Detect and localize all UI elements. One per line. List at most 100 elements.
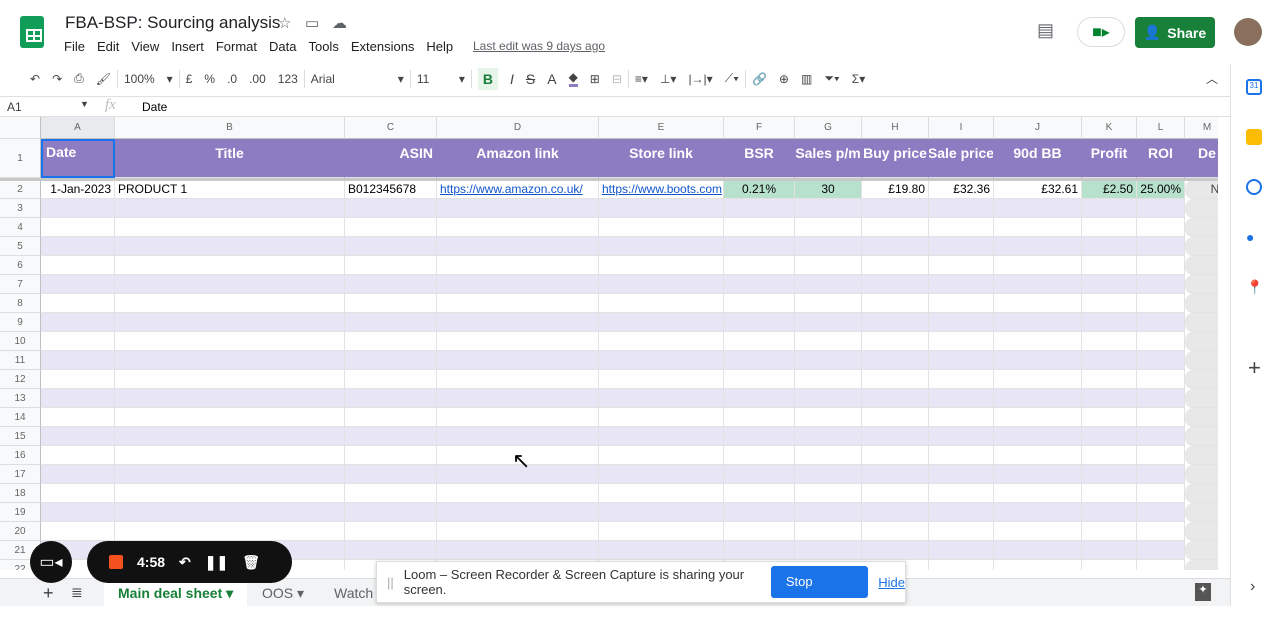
font-size-select[interactable]: 11 bbox=[416, 71, 430, 86]
cell[interactable] bbox=[1137, 389, 1185, 408]
header-cell-a[interactable]: Date bbox=[41, 139, 115, 178]
cell[interactable] bbox=[724, 237, 795, 256]
cell[interactable] bbox=[1082, 256, 1137, 275]
cell[interactable] bbox=[929, 389, 994, 408]
functions-icon[interactable]: Σ▾ bbox=[851, 71, 866, 86]
cell-g2[interactable]: 30 bbox=[795, 180, 862, 199]
cell[interactable] bbox=[345, 275, 437, 294]
strikethrough-button[interactable]: S bbox=[525, 70, 536, 87]
cell[interactable] bbox=[994, 408, 1082, 427]
cell-e2[interactable]: https://www.boots.com bbox=[599, 180, 724, 199]
row-header-11[interactable]: 11 bbox=[0, 351, 41, 370]
menu-view[interactable]: View bbox=[131, 39, 160, 54]
cell[interactable] bbox=[437, 446, 599, 465]
cell[interactable] bbox=[862, 313, 929, 332]
column-header-h[interactable]: H bbox=[862, 117, 929, 139]
collapse-toolbar-icon[interactable]: ︿ bbox=[1205, 72, 1218, 86]
cell[interactable] bbox=[724, 465, 795, 484]
print-icon[interactable]: ⎙ bbox=[74, 71, 84, 85]
cell[interactable] bbox=[1185, 275, 1218, 294]
hide-link[interactable]: Hide bbox=[878, 574, 905, 590]
cell[interactable] bbox=[994, 351, 1082, 370]
cell[interactable] bbox=[724, 218, 795, 237]
row-header-10[interactable]: 10 bbox=[0, 332, 41, 351]
row-header-16[interactable]: 16 bbox=[0, 446, 41, 465]
cell[interactable] bbox=[1137, 199, 1185, 218]
cell[interactable] bbox=[795, 332, 862, 351]
cell[interactable] bbox=[1185, 332, 1218, 351]
row-header-13[interactable]: 13 bbox=[0, 389, 41, 408]
row-header-5[interactable]: 5 bbox=[0, 237, 41, 256]
cell[interactable] bbox=[929, 199, 994, 218]
cell[interactable] bbox=[929, 560, 994, 570]
cell-l2[interactable]: 25.00% bbox=[1137, 180, 1185, 199]
cell[interactable] bbox=[115, 484, 345, 503]
header-cell-f[interactable]: BSR bbox=[724, 139, 795, 178]
cell[interactable] bbox=[994, 389, 1082, 408]
cell[interactable] bbox=[724, 541, 795, 560]
cell[interactable] bbox=[929, 313, 994, 332]
cell[interactable] bbox=[795, 389, 862, 408]
cell[interactable] bbox=[862, 237, 929, 256]
cell[interactable] bbox=[862, 389, 929, 408]
cell[interactable] bbox=[1185, 560, 1218, 570]
cell[interactable] bbox=[437, 522, 599, 541]
cell[interactable] bbox=[437, 465, 599, 484]
cell[interactable] bbox=[724, 351, 795, 370]
cell[interactable] bbox=[724, 294, 795, 313]
cell[interactable] bbox=[724, 484, 795, 503]
cell[interactable] bbox=[994, 313, 1082, 332]
name-box-dropdown-icon[interactable]: ▼ bbox=[80, 99, 89, 109]
cell[interactable] bbox=[345, 427, 437, 446]
cell[interactable] bbox=[437, 427, 599, 446]
cell[interactable] bbox=[345, 332, 437, 351]
column-header-g[interactable]: G bbox=[795, 117, 862, 139]
cell[interactable] bbox=[1082, 465, 1137, 484]
cell[interactable] bbox=[994, 446, 1082, 465]
italic-button[interactable]: I bbox=[509, 70, 514, 87]
cell[interactable] bbox=[1082, 218, 1137, 237]
cell[interactable] bbox=[994, 560, 1082, 570]
cell[interactable] bbox=[599, 351, 724, 370]
keep-icon[interactable] bbox=[1246, 129, 1262, 145]
header-cell-g[interactable]: Sales p/m bbox=[795, 139, 862, 178]
cell[interactable] bbox=[929, 522, 994, 541]
cell[interactable] bbox=[795, 199, 862, 218]
wrap-icon[interactable]: |→|▾ bbox=[688, 71, 713, 86]
cell[interactable] bbox=[41, 446, 115, 465]
cell-b2[interactable]: PRODUCT 1 bbox=[115, 180, 345, 199]
row-header-19[interactable]: 19 bbox=[0, 503, 41, 522]
menu-extensions[interactable]: Extensions bbox=[350, 39, 415, 54]
cell[interactable] bbox=[795, 427, 862, 446]
cell[interactable] bbox=[115, 294, 345, 313]
cell[interactable] bbox=[724, 199, 795, 218]
cell[interactable] bbox=[599, 446, 724, 465]
cell[interactable] bbox=[599, 541, 724, 560]
cell[interactable] bbox=[862, 503, 929, 522]
cell[interactable] bbox=[724, 408, 795, 427]
cell[interactable] bbox=[929, 256, 994, 275]
cell[interactable] bbox=[1185, 503, 1218, 522]
spreadsheet-grid[interactable]: A B C D E F G H I J K L M 1 Date Title ASIN Amazon link St… bbox=[0, 117, 1218, 570]
cell[interactable] bbox=[345, 465, 437, 484]
tab-main-deal-sheet[interactable]: Main deal sheet ▾ bbox=[104, 579, 248, 607]
cell[interactable] bbox=[994, 370, 1082, 389]
cell[interactable] bbox=[795, 294, 862, 313]
cell[interactable] bbox=[724, 446, 795, 465]
cell[interactable] bbox=[929, 275, 994, 294]
cell[interactable] bbox=[41, 256, 115, 275]
cell[interactable] bbox=[115, 465, 345, 484]
cell[interactable] bbox=[862, 522, 929, 541]
more-formats-button[interactable]: 123 bbox=[277, 71, 298, 86]
header-cell-c[interactable]: ASIN bbox=[345, 139, 437, 178]
cell[interactable] bbox=[437, 484, 599, 503]
cell[interactable] bbox=[795, 370, 862, 389]
percent-button[interactable]: % bbox=[204, 71, 216, 86]
cell[interactable] bbox=[115, 237, 345, 256]
chart-icon[interactable]: ▥ bbox=[800, 71, 813, 86]
pause-icon[interactable]: ❚❚ bbox=[204, 553, 229, 570]
cell[interactable] bbox=[345, 351, 437, 370]
cell[interactable] bbox=[1137, 427, 1185, 446]
cell[interactable] bbox=[1082, 484, 1137, 503]
drag-handle-icon[interactable]: || bbox=[387, 574, 394, 590]
